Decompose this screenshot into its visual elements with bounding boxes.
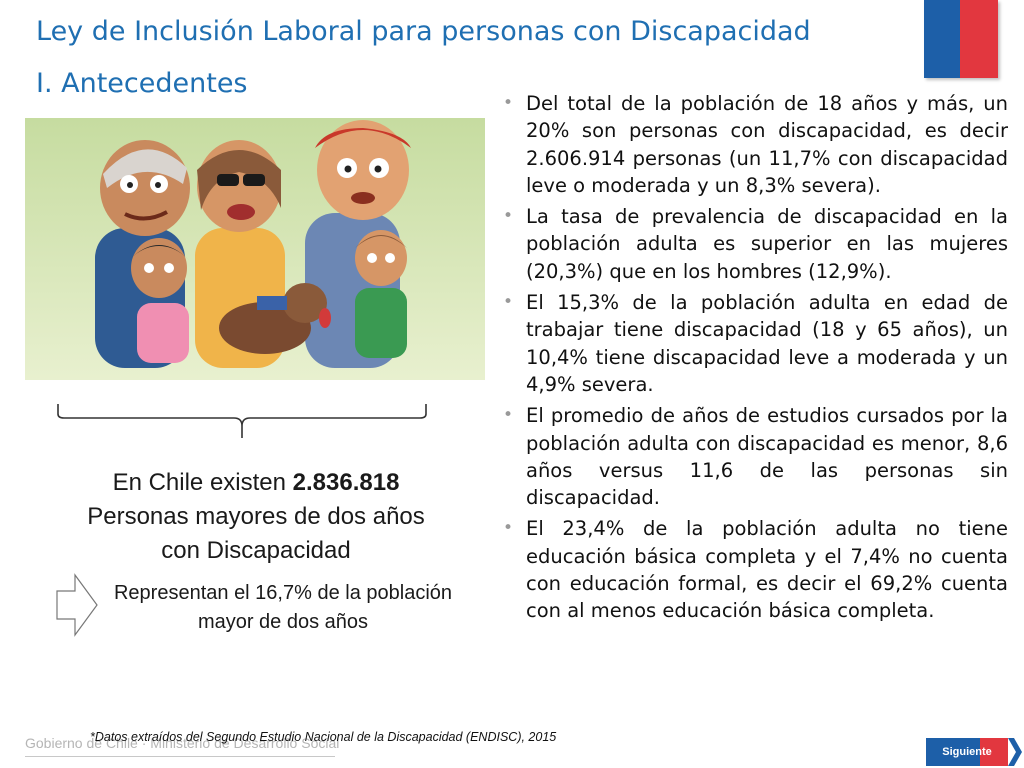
bullet-dot: • [503, 405, 514, 426]
next-button-blue [926, 738, 980, 766]
source-footnote: *Datos extraídos del Segundo Estudio Nac… [90, 730, 557, 744]
chile-flag-logo [924, 0, 998, 78]
stat-line-2: Personas mayores de dos años [87, 503, 425, 530]
next-button-red [980, 738, 1008, 766]
bullet-text: El 23,4% de la población adulta no tiene… [526, 517, 1008, 623]
bullet-item: • El 23,4% de la población adulta no tien… [498, 515, 1008, 624]
statistics-bullet-list: • Del total de la población de 18 años y … [498, 90, 1008, 629]
stat-line-1: En Chile existen 2.836.818 [60, 466, 452, 500]
curly-brace [57, 404, 427, 438]
bullet-text: Del total de la población de 18 años y m… [526, 92, 1008, 197]
bullet-dot: • [503, 206, 514, 227]
bullet-dot: • [503, 93, 514, 113]
bullet-text: El promedio de años de estudios cursados… [526, 404, 1008, 510]
stat-line-3: con Discapacidad [161, 537, 351, 564]
bullet-text: La tasa de prevalencia de discapacidad e… [526, 205, 1008, 283]
section-subtitle: I. Antecedentes [36, 68, 248, 99]
flag-blue-stripe [924, 0, 960, 78]
family-illustration-svg [25, 118, 485, 380]
bullet-text: El 15,3% de la población adulta en edad … [526, 291, 1008, 396]
bullet-dot: • [503, 292, 514, 313]
bullet-item: • El 15,3% de la población adulta en edad… [498, 289, 1008, 398]
bullet-item: • La tasa de prevalencia de discapacidad … [498, 203, 1008, 285]
footer-divider [25, 756, 335, 757]
footer-brand: Gobierno de Chile · Ministerio de Desarr… [25, 735, 340, 751]
next-button-label: Siguiente [942, 746, 992, 758]
slide-title: Ley de Inclusión Laboral para personas c… [36, 16, 811, 47]
right-arrow-icon [56, 573, 98, 637]
disability-total-stat: En Chile existen 2.836.818 Personas mayo… [60, 466, 452, 568]
percentage-note-line-2: mayor de dos años [197, 611, 369, 633]
family-illustration [25, 118, 485, 380]
next-slide-button[interactable]: Siguiente [926, 734, 1022, 766]
percentage-note-line-1: Representan el 16,7% de la población [113, 582, 453, 604]
percentage-note: Representan el 16,7% de la población may… [96, 579, 470, 637]
flag-red-stripe [960, 0, 998, 78]
bullet-item: • El promedio de años de estudios cursado… [498, 402, 1008, 511]
bullet-dot: • [503, 518, 514, 539]
chevron-right-icon [1008, 738, 1022, 766]
stat-prefix: En Chile existen [112, 469, 293, 496]
bullet-item: • Del total de la población de 18 años y … [498, 90, 1008, 199]
stat-number: 2.836.818 [292, 469, 400, 496]
